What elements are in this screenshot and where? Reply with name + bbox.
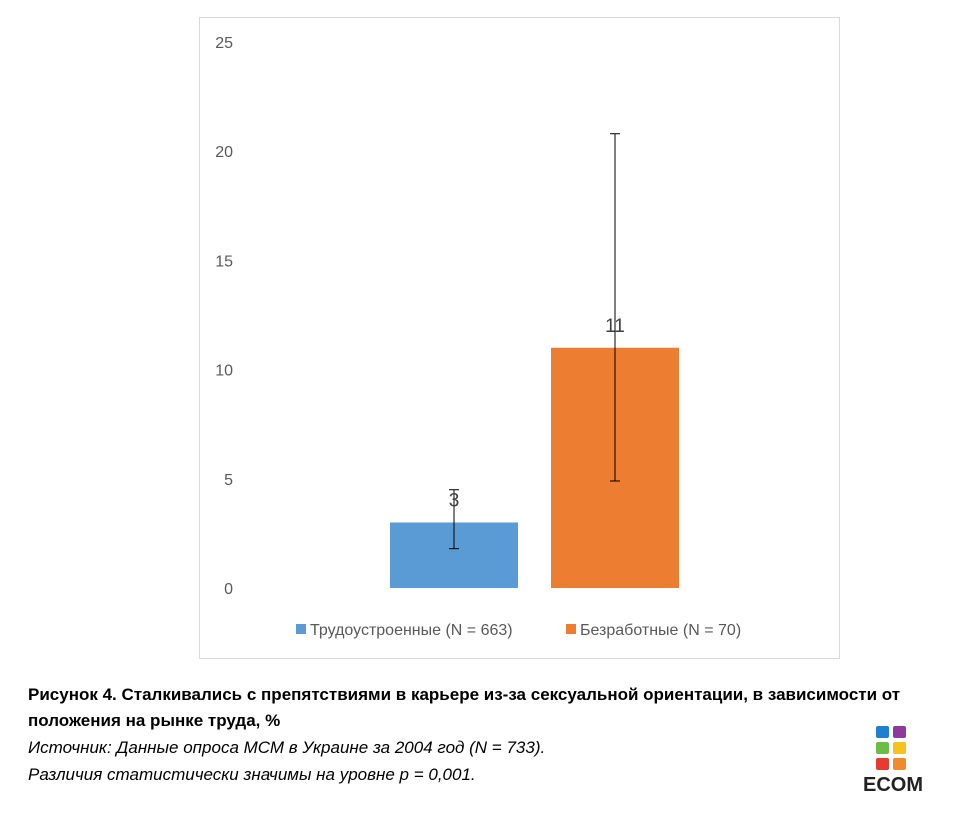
ecom-logo: ECOM	[862, 726, 924, 796]
y-tick-label: 5	[224, 472, 233, 489]
chart-area: 0 5 10 15 20 25 3 11 Трудоустроенные (N = 663)…	[199, 17, 840, 659]
caption-note: Различия статистически значимы на уровне…	[28, 765, 476, 784]
figure-caption: Рисунок 4. Сталкивались с препятствиями …	[28, 682, 968, 788]
error-bar	[610, 133, 620, 482]
logo-square	[893, 742, 906, 754]
y-tick-label: 0	[224, 581, 233, 598]
data-label: 11	[605, 316, 625, 337]
bar-chart: 0 5 10 15 20 25 3 11 Трудоустроенные (N = 663)…	[215, 35, 741, 639]
logo-square	[893, 758, 906, 770]
error-bar	[449, 489, 459, 550]
legend-label: Трудоустроенные (N = 663)	[310, 622, 513, 639]
legend-swatch	[566, 624, 576, 634]
legend-swatch	[296, 624, 306, 634]
logo-square	[876, 726, 889, 738]
logo-square	[876, 758, 889, 770]
y-tick-label: 10	[215, 363, 233, 380]
logo-square	[876, 742, 889, 754]
caption-source: Источник: Данные опроса МСМ в Украине за…	[28, 738, 546, 757]
legend-label: Безработные (N = 70)	[580, 622, 741, 639]
y-tick-label: 20	[215, 144, 233, 161]
y-tick-label: 25	[215, 35, 233, 52]
logo-square	[893, 726, 906, 738]
logo-text: ECOM	[863, 774, 923, 796]
y-tick-label: 15	[215, 253, 233, 270]
caption-title: Рисунок 4. Сталкивались с препятствиями …	[28, 685, 901, 730]
ecom-logo-graphic: ECOM	[863, 726, 923, 796]
data-label: 3	[449, 490, 460, 511]
